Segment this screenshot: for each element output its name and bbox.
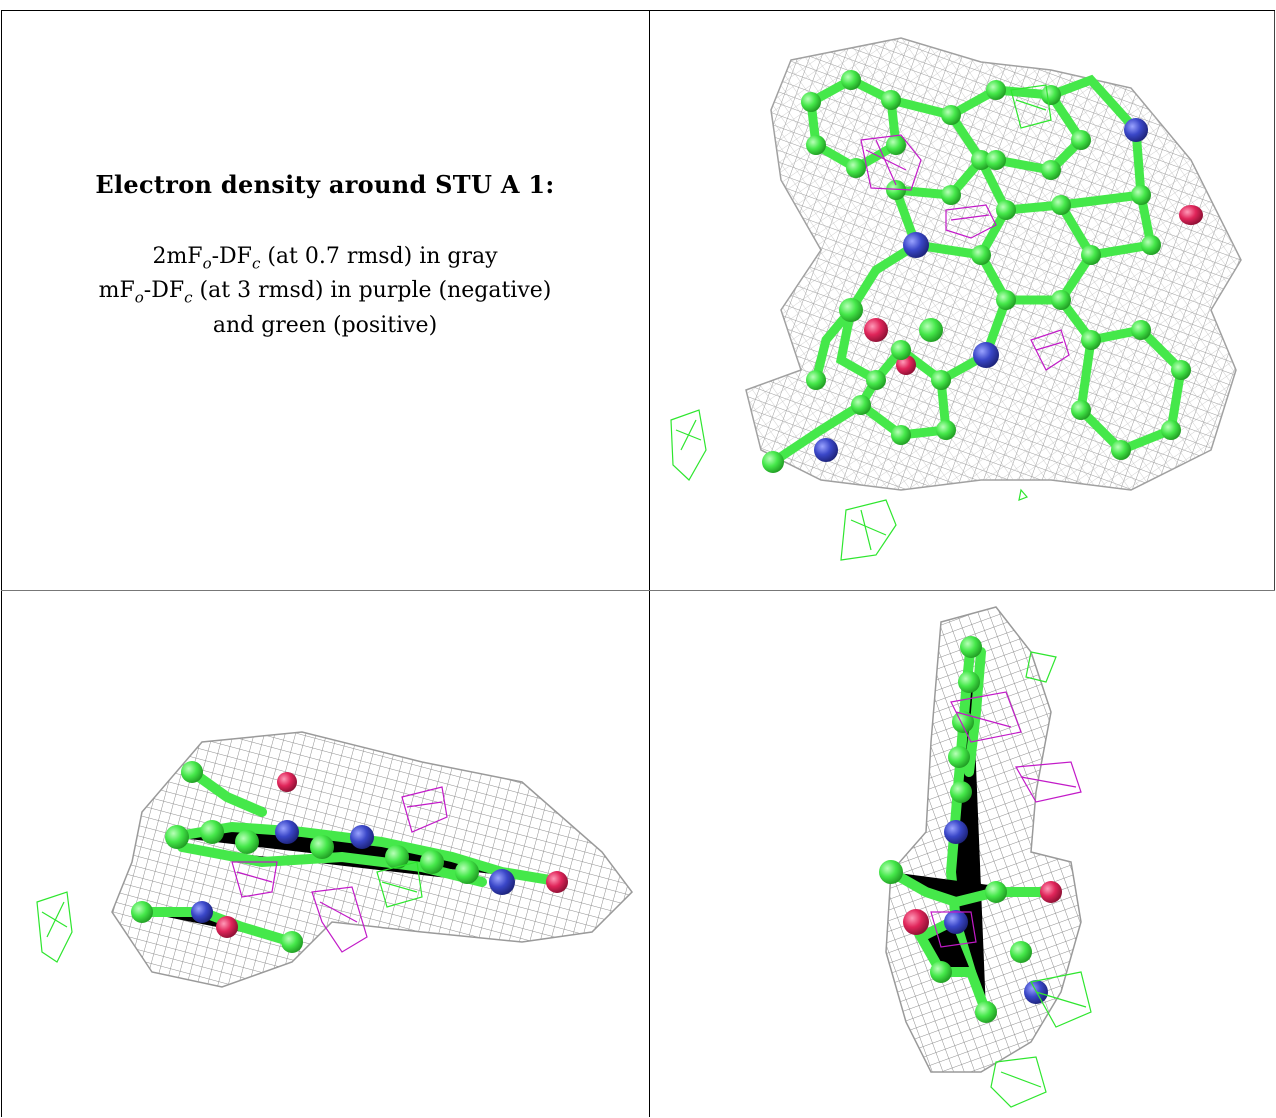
atoms-edge-on (131, 761, 568, 953)
caption-legend: 2mFo-DFc (at 0.7 rmsd) in gray mFo-DFc (… (99, 243, 552, 340)
caption-line-positive: and green (positive) (212, 312, 438, 338)
figure-table: Electron density around STU A 1: 2mFo-DF… (1, 10, 1275, 1117)
caption-line-difference: mFo-DFc (at 3 rmsd) in purple (negative) (98, 278, 552, 307)
table-border-middle (649, 10, 650, 1117)
table-border-right (1274, 10, 1275, 590)
density-view-face-on (651, 10, 1273, 590)
atoms-face-on (762, 70, 1203, 473)
caption-cell: Electron density around STU A 1: 2mFo-DF… (1, 10, 649, 590)
density-image-side-on (879, 606, 1092, 1108)
caption-title: Electron density around STU A 1: (95, 170, 555, 199)
caption-line-gray: 2mFo-DFc (at 0.7 rmsd) in gray (152, 244, 498, 273)
density-image-face-on (670, 37, 1242, 561)
difference-density-edge-on (36, 786, 448, 963)
atoms-side-on (879, 636, 1062, 1023)
table-border-left (1, 10, 2, 1117)
table-border-top (1, 10, 1275, 11)
difference-density-face-on (670, 84, 1070, 561)
density-view-edge-on (2, 592, 648, 1117)
difference-density-side-on (930, 651, 1092, 1108)
table-row-divider (1, 590, 1275, 591)
density-image-edge-on (36, 731, 633, 988)
density-view-side-on (651, 592, 1273, 1117)
